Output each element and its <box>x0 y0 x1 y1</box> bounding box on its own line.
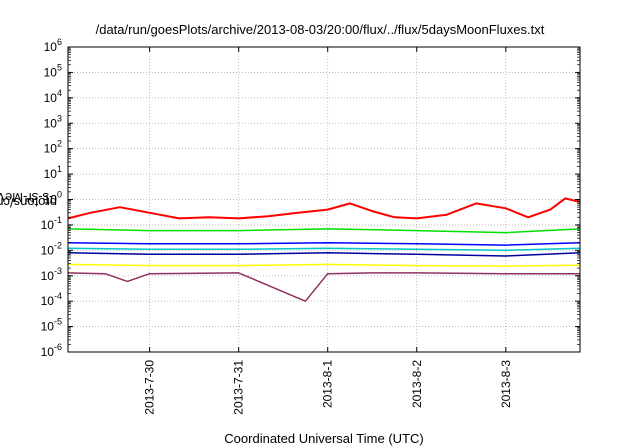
series-line-5 <box>67 252 581 257</box>
y-tick-label: 102 <box>44 139 62 156</box>
series-line-3 <box>67 247 581 252</box>
y-tick-label: 10-2 <box>41 240 62 257</box>
y-axis-ticks: 10-6 10-5 10-4 10-3 10-2 10-1 100 101 102 103 104 1… <box>41 37 580 359</box>
x-tick-label: 2013-8-2 <box>410 360 424 408</box>
x-tick-label: 2013-7-31 <box>232 360 246 415</box>
x-tick-label: 2013-8-1 <box>321 360 335 408</box>
series-line-1 <box>67 197 581 220</box>
series-line-4 <box>67 241 581 246</box>
y-tick-label: 104 <box>44 88 62 105</box>
y-tick-label: 106 <box>44 37 62 54</box>
y-tick-label: 105 <box>44 62 62 79</box>
y-tick-label: 10-6 <box>41 342 62 359</box>
y-tick-label: 103 <box>44 113 62 130</box>
chart-title: /data/run/goesPlots/archive/2013-08-03/2… <box>95 22 545 37</box>
y-tick-label: 10-5 <box>41 317 62 334</box>
data-series <box>67 197 581 302</box>
y-tick-label: 10-3 <box>41 266 62 283</box>
x-tick-label: 2013-8-3 <box>499 360 513 408</box>
y-tick-label: 10-4 <box>41 291 62 308</box>
x-axis-label: Coordinated Universal Time (UTC) <box>224 431 424 446</box>
y-tick-label: 101 <box>44 164 62 181</box>
x-axis-ticks: 2013-7-30 2013-7-31 2013-8-1 2013-8-2 2013-8… <box>143 47 513 415</box>
series-line-2 <box>67 228 581 234</box>
grid-lines <box>68 47 580 352</box>
x-tick-label: 2013-7-30 <box>143 360 157 415</box>
series-line-6 <box>67 263 581 267</box>
y-tick-label: 100 <box>44 190 62 207</box>
y-tick-label: 10-1 <box>41 215 62 232</box>
y-axis-label-suffix: -s-sr-MeV <box>0 189 54 205</box>
series-line-7 <box>67 272 580 302</box>
